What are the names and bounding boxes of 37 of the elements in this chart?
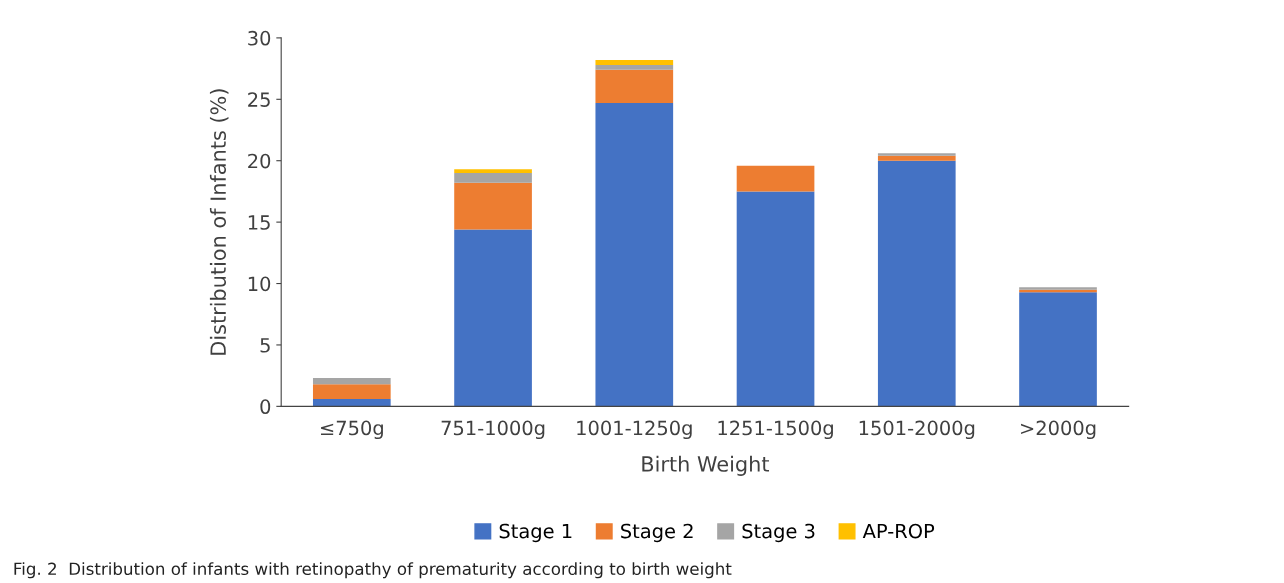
x-tick-label: 751-1000g (441, 420, 545, 440)
y-tick-label: 20 (248, 153, 271, 169)
x-tick-label: 1501-2000g (859, 420, 975, 440)
bar (454, 229, 532, 407)
legend-label: Stage 2 (621, 523, 693, 543)
bar (454, 169, 532, 173)
x-tick-label: 1251-1500g (718, 420, 833, 440)
x-tick-label: >2000g (1021, 420, 1096, 440)
bar (877, 160, 956, 407)
x-tick-label: ≤750g (321, 420, 383, 440)
y-tick-label: 0 (260, 399, 271, 415)
bar (877, 155, 956, 161)
y-tick-label: 5 (260, 338, 270, 353)
bar (595, 102, 674, 407)
bar (454, 182, 532, 230)
bar (312, 378, 391, 385)
bar (1019, 292, 1097, 407)
bar (312, 398, 391, 407)
x-axis-title: Birth Weight (642, 455, 770, 476)
bar (312, 384, 391, 399)
y-tick-label: 10 (248, 276, 271, 292)
bar (454, 173, 532, 183)
y-axis-title: Distribution of Infants (%) (209, 89, 229, 355)
bar (736, 165, 815, 192)
bar (877, 153, 956, 156)
y-tick-label: 25 (248, 92, 270, 107)
y-tick-label: 15 (248, 215, 270, 230)
legend-label: AP-ROP (862, 523, 935, 539)
bar (595, 69, 674, 103)
bar (736, 191, 815, 407)
y-tick-label: 30 (248, 30, 271, 46)
bar (595, 64, 674, 70)
caption: Fig. 2 Distribution of infants with retinopathy of prematurity according to birth weight (14, 562, 732, 579)
legend-label: Stage 3 (742, 523, 815, 543)
x-tick-label: 1001-1250g (577, 420, 692, 440)
bar (595, 60, 674, 65)
legend-label: Stage 1 (499, 523, 572, 543)
